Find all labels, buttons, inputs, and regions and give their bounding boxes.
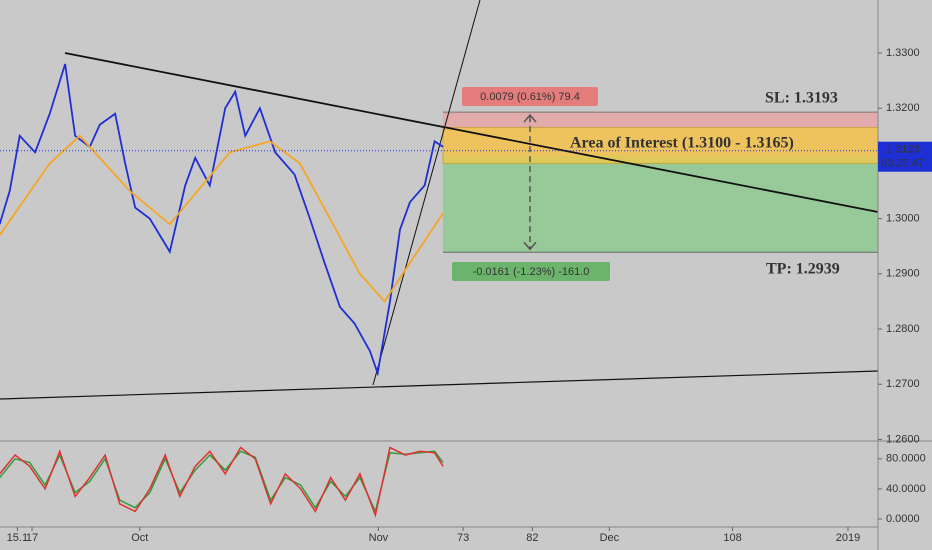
risk-label: 0.0079 (0.61%) 79.4	[480, 91, 580, 103]
support-trendline	[0, 370, 879, 400]
reward-box	[452, 262, 610, 281]
y-tick-label: 1.2700	[886, 378, 920, 390]
x-tick-label: Nov	[369, 532, 389, 544]
zones	[442, 111, 879, 253]
series-line	[0, 134, 444, 303]
y-tick-label: 40.0000	[886, 483, 926, 495]
y-tick-label: 1.2800	[886, 323, 920, 335]
x-tick-label: Oct	[131, 532, 148, 544]
x-tick-label: 2019	[836, 532, 860, 544]
x-tick-label: 73	[457, 532, 469, 544]
x-tick-label: 15.1	[7, 532, 28, 544]
aoi-zone	[442, 127, 879, 164]
y-tick-label: 1.2900	[886, 268, 920, 280]
y-tick-label: 80.0000	[886, 453, 926, 465]
x-tick-label: 82	[526, 532, 538, 544]
series-line	[0, 63, 444, 377]
last-price-box	[878, 141, 932, 172]
last-price-label: 1.3123	[886, 144, 920, 156]
series-line	[0, 446, 444, 518]
y-tick-label: 1.3300	[886, 47, 920, 59]
resistance-trendline	[64, 52, 879, 213]
arrow-head	[523, 113, 537, 251]
rising-trendline	[372, 0, 481, 386]
tp-label: TP: 1.2939	[766, 261, 840, 278]
sl-label: SL: 1.3193	[765, 90, 838, 107]
series-line	[0, 450, 444, 514]
aoi-label: Area of Interest (1.3100 - 1.3165)	[570, 135, 794, 152]
y-tick-label: 1.3200	[886, 102, 920, 114]
x-tick-label: Dec	[600, 532, 620, 544]
y-tick-label: 1.2600	[886, 433, 920, 445]
reward-label: -0.0161 (-1.23%) -161.0	[473, 266, 590, 278]
countdown: 03:25:47	[881, 158, 924, 170]
risk-box	[462, 87, 598, 106]
target-zone	[443, 155, 878, 253]
y-tick-label: 0.0000	[886, 513, 920, 525]
y-tick-label: 1.3000	[886, 213, 920, 225]
x-tick-label: 108	[723, 532, 741, 544]
x-tick-label: 17	[26, 532, 38, 544]
